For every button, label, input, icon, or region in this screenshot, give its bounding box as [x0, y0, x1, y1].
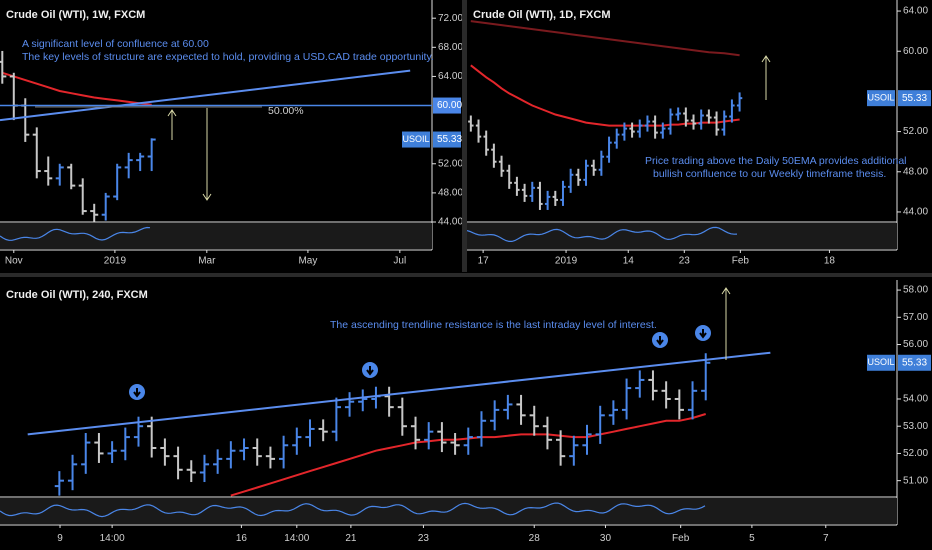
x-tick-label: Feb [672, 533, 690, 544]
y-tick-label: 53.00 [903, 421, 928, 432]
x-tick-label: 5 [749, 533, 755, 544]
down-icon [129, 384, 145, 400]
annotation: The ascending trendline resistance is th… [330, 319, 657, 331]
y-tick-label: 64.00 [903, 6, 928, 17]
oscillator-pane [467, 223, 897, 249]
x-tick-label: 2019 [104, 256, 127, 267]
annotation: The key levels of structure are expected… [22, 51, 434, 63]
trendline [27, 351, 771, 436]
y-tick-label: 44.00 [903, 207, 928, 218]
oscillator-line [0, 502, 706, 518]
y-tick-label: 51.00 [903, 475, 928, 486]
annotation: A significant level of confluence at 60.… [22, 38, 209, 50]
oscillator-pane [0, 223, 432, 249]
y-tick-label: 52.00 [903, 448, 928, 459]
x-tick-label: 23 [679, 256, 691, 267]
y-tick-label: 57.00 [903, 312, 928, 323]
price-value-box [898, 90, 931, 107]
x-tick-label: May [298, 256, 317, 267]
x-tick-label: 17 [478, 256, 490, 267]
x-tick-label: 7 [823, 533, 829, 544]
chart-title: Crude Oil (WTI), 1W, FXCM [6, 9, 145, 21]
price-value: 55.33 [902, 357, 927, 368]
price-symbol: USOIL [402, 134, 429, 144]
level-label-box [433, 97, 461, 114]
plot-area [27, 351, 771, 497]
arrow-head [202, 193, 212, 201]
level-label: 60.00 [437, 100, 462, 111]
x-tick-label: 2019 [555, 256, 578, 267]
signal-icons [129, 325, 711, 400]
x-tick-label: Mar [198, 256, 216, 267]
x-tick-label: 21 [345, 533, 357, 544]
y-tick-label: 48.00 [438, 188, 463, 199]
y-tick-label: 56.00 [903, 339, 928, 350]
price-value: 55.33 [902, 93, 927, 104]
plot-area [0, 50, 411, 222]
y-tick-label: 54.00 [903, 394, 928, 405]
y-tick-label: 68.00 [438, 42, 463, 53]
ema-line [2, 71, 152, 106]
x-tick-label: 9 [57, 533, 63, 544]
arrow-head [721, 287, 731, 295]
x-tick-label: 14 [623, 256, 635, 267]
price-symbol-box [402, 131, 430, 148]
chart-title: Crude Oil (WTI), 1D, FXCM [473, 9, 611, 21]
y-tick-label: 52.00 [438, 158, 463, 169]
y-tick-label: 58.00 [903, 285, 928, 296]
annotation: bullish confluence to our Weekly timefra… [653, 168, 886, 180]
x-tick-label: 14:00 [100, 533, 125, 544]
arrow-head [761, 55, 771, 63]
price-symbol: USOIL [867, 357, 894, 367]
y-tick-label: 60.00 [903, 46, 928, 57]
x-tick-label: 23 [418, 533, 430, 544]
plot-area [468, 20, 743, 210]
y-tick-label: 52.00 [903, 126, 928, 137]
oscillator-line [0, 226, 151, 241]
annotation: Price trading above the Daily 50EMA prov… [645, 155, 907, 167]
y-tick-label: 44.00 [438, 217, 463, 228]
x-tick-label: Nov [5, 256, 23, 267]
decor [35, 55, 771, 360]
oscillator-line [466, 226, 738, 242]
x-tick-label: 18 [824, 256, 836, 267]
trendline [0, 69, 411, 122]
x-tick-label: Feb [732, 256, 750, 267]
y-tick-label: 48.00 [903, 166, 928, 177]
down-icon [362, 362, 378, 378]
annotation: 50.00% [268, 105, 304, 117]
price-symbol-box [867, 354, 895, 371]
chart-title: Crude Oil (WTI), 240, FXCM [6, 289, 148, 301]
x-tick-label: 28 [529, 533, 541, 544]
x-tick-label: 14:00 [284, 533, 309, 544]
y-tick-label: 72.00 [438, 13, 463, 24]
y-tick-label: 64.00 [438, 71, 463, 82]
x-tick-label: Jul [393, 256, 406, 267]
price-value: 55.33 [437, 134, 462, 145]
ema-line [470, 20, 740, 57]
price-value-box [433, 131, 461, 148]
down-icon [652, 332, 668, 348]
price-symbol: USOIL [867, 93, 894, 103]
price-value-box [898, 354, 931, 371]
arrow-head [167, 109, 177, 117]
down-icon [695, 325, 711, 341]
panel: Crude Oil (WTI), 240, FXCM 58.00 57.00 56.0… [0, 280, 931, 544]
price-symbol-box [867, 90, 895, 107]
x-tick-label: 30 [600, 533, 612, 544]
x-tick-label: 16 [236, 533, 248, 544]
